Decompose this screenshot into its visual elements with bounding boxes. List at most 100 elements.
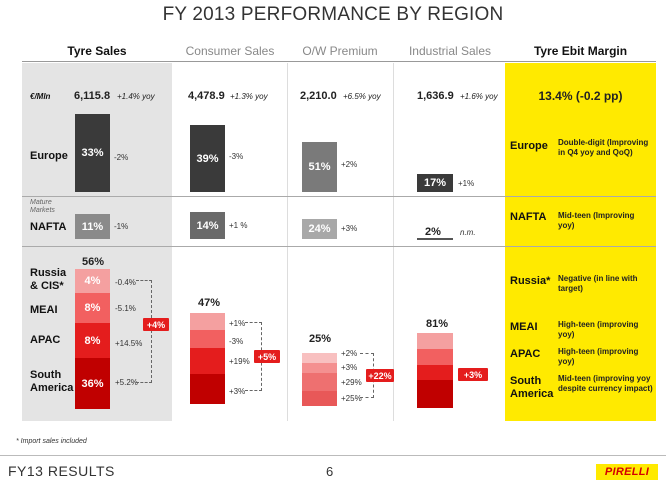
- industrial-europe-bar: 17%: [417, 174, 453, 192]
- ebit-europe-label: Europe: [510, 140, 548, 152]
- ebit-south-america-label: South America: [510, 375, 554, 400]
- tyre-russia-change: -0.4%: [115, 278, 136, 287]
- tyre-total-value: 6,115.8: [74, 90, 111, 102]
- consumer-nafta-bar: 14%: [190, 212, 225, 239]
- mature-markets-label: Mature Markets: [30, 199, 55, 214]
- industrial-nafta-share: 2%: [425, 226, 441, 238]
- ow-nafta-share: 24%: [308, 223, 331, 235]
- page-title: FY 2013 PERFORMANCE BY REGION: [162, 4, 504, 25]
- ow-nafta-change: +3%: [341, 224, 358, 233]
- region-label-south-america: South America: [30, 369, 74, 394]
- tyre-south-america-change: +5.2%: [115, 378, 138, 387]
- industrial-russia-bar: [417, 333, 453, 349]
- consumer-south-america-change: +3%: [229, 387, 246, 396]
- ow-emerging-badge: +22%: [366, 369, 394, 382]
- pirelli-logo: PIRELLI: [596, 464, 658, 480]
- tyre-apac-bar: 8%: [75, 323, 110, 358]
- ow-total-yoy: +6.5% yoy: [343, 92, 381, 101]
- consumer-total-value: 4,478.9: [188, 90, 225, 102]
- ow-nafta-bar: 24%: [302, 219, 337, 239]
- footer-divider: [0, 455, 666, 456]
- col-header-ebit: Tyre Ebit Margin: [533, 44, 628, 58]
- col-header-industrial: Industrial Sales: [408, 44, 492, 58]
- tyre-nafta-bar: 11%: [75, 214, 110, 239]
- ebit-meai-desc: High-teen (improving yoy): [558, 320, 639, 339]
- tyre-south-america-share: 36%: [81, 377, 104, 390]
- tyre-south-america-bar: 36%: [75, 358, 110, 409]
- region-label-nafta: NAFTA: [30, 221, 67, 233]
- ebit-nafta-label: NAFTA: [510, 211, 547, 223]
- consumer-meai-change: -3%: [229, 337, 244, 346]
- ow-meai-change: +3%: [341, 363, 358, 372]
- ebit-nafta-desc: Mid-teen (Improving yoy): [558, 211, 635, 230]
- row-separator-europe: [22, 196, 656, 197]
- region-label-meai: MEAI: [30, 304, 58, 316]
- ebit-total-value: 13.4% (-0.2 pp): [538, 89, 623, 103]
- row-separator-nafta: [22, 246, 656, 247]
- tyre-russia-share: 4%: [84, 275, 101, 287]
- ebit-apac-desc: High-teen (improving yoy): [558, 347, 639, 366]
- ebit-apac-label: APAC: [510, 348, 541, 360]
- col-header-consumer: Consumer Sales: [185, 44, 275, 58]
- tyre-apac-share: 8%: [84, 334, 101, 347]
- ow-south-america-bar: [302, 391, 337, 406]
- region-label-russia: Russia & CIS*: [30, 267, 67, 292]
- tyre-emerging-bracket: [136, 280, 152, 383]
- tyre-emerging-total: 56%: [82, 256, 105, 268]
- ow-europe-bar: 51%: [302, 142, 337, 192]
- consumer-total-yoy: +1.3% yoy: [230, 92, 268, 101]
- industrial-emerging-total: 81%: [426, 318, 449, 330]
- ow-apac-bar: [302, 373, 337, 391]
- consumer-apac-bar: [190, 348, 225, 374]
- consumer-apac-change: +19%: [229, 357, 250, 366]
- industrial-nafta-change: n.m.: [460, 228, 476, 237]
- industrial-europe-change: +1%: [458, 179, 475, 188]
- tyre-europe-share: 33%: [81, 147, 104, 159]
- tyre-russia-bar: 4%: [75, 269, 110, 293]
- industrial-europe-share: 17%: [423, 177, 447, 189]
- ow-meai-bar: [302, 363, 337, 373]
- industrial-emerging-badge: +3%: [458, 368, 488, 381]
- consumer-europe-change: -3%: [229, 152, 244, 161]
- ebit-south-america-desc: Mid-teen (improving yoy despite currency…: [558, 374, 653, 393]
- footer-label: FY13 RESULTS: [8, 463, 115, 479]
- consumer-meai-bar: [190, 330, 225, 348]
- ow-total-value: 2,210.0: [300, 90, 337, 102]
- ow-russia-change: +2%: [341, 349, 358, 358]
- header-divider: [22, 61, 656, 62]
- ebit-panel: [505, 63, 656, 421]
- tyre-meai-bar: 8%: [75, 293, 110, 323]
- consumer-russia-bar: [190, 313, 225, 330]
- consumer-europe-bar: 39%: [190, 125, 225, 192]
- industrial-total-yoy: +1.6% yoy: [460, 92, 498, 101]
- col-header-tyre-sales: Tyre Sales: [67, 44, 127, 58]
- ow-europe-share: 51%: [308, 161, 331, 173]
- industrial-apac-bar: [417, 365, 453, 380]
- unit-label: €/Mln: [30, 92, 51, 101]
- tyre-meai-share: 8%: [84, 302, 101, 314]
- consumer-emerging-badge: +5%: [254, 350, 280, 363]
- ow-europe-change: +2%: [341, 160, 358, 169]
- consumer-russia-change: +1%: [229, 319, 246, 328]
- tyre-total-yoy: +1.4% yoy: [117, 92, 155, 101]
- page-number: 6: [326, 464, 334, 479]
- ow-south-america-change: +25%: [341, 394, 362, 403]
- col-header-ow: O/W Premium: [302, 44, 378, 58]
- ebit-europe-desc: Double-digit (Improving in Q4 yoy and Qo…: [558, 138, 649, 157]
- tyre-meai-change: -5.1%: [115, 304, 136, 313]
- tyre-emerging-badge: +4%: [143, 318, 169, 331]
- ow-russia-bar: [302, 353, 337, 363]
- consumer-emerging-total: 47%: [198, 297, 221, 309]
- industrial-meai-bar: [417, 349, 453, 365]
- consumer-nafta-share: 14%: [196, 219, 219, 232]
- ebit-meai-label: MEAI: [510, 321, 538, 333]
- ebit-russia-desc: Negative (in line with target): [558, 274, 638, 293]
- tyre-nafta-change: -1%: [114, 222, 129, 231]
- industrial-south-america-bar: [417, 380, 453, 408]
- ebit-russia-label: Russia*: [510, 275, 551, 287]
- region-label-apac: APAC: [30, 334, 61, 346]
- column-separator: [393, 63, 394, 421]
- region-label-europe: Europe: [30, 150, 68, 162]
- tyre-nafta-share: 11%: [81, 220, 104, 233]
- industrial-total-value: 1,636.9: [417, 90, 454, 102]
